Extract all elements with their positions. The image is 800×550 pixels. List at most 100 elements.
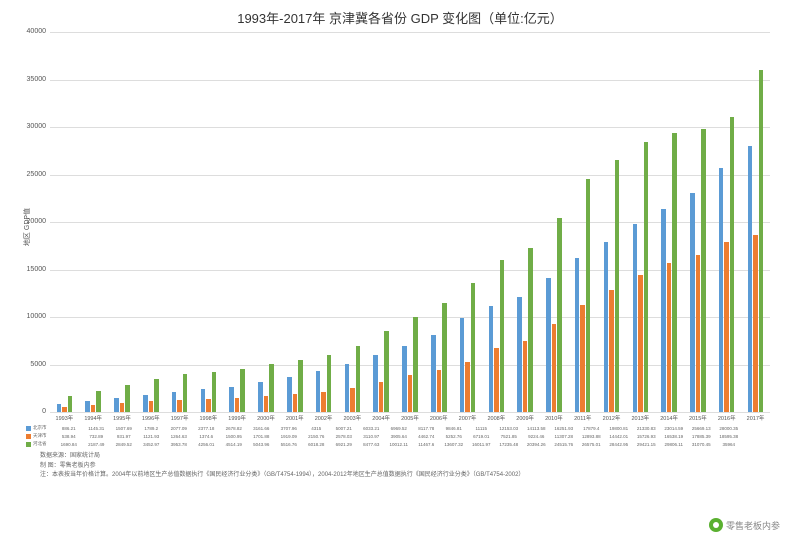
bar <box>154 379 159 412</box>
bar <box>431 335 436 412</box>
table-cell: 1500.95 <box>220 434 248 439</box>
x-tick-label: 2002年 <box>309 414 338 422</box>
bar <box>114 398 119 412</box>
table-cell: 23014.59 <box>660 426 688 431</box>
table-cell: 2678.82 <box>220 426 248 431</box>
data-table: 北京市886.211145.311507.691789.22077.092377… <box>26 424 770 448</box>
bar <box>442 303 447 412</box>
x-tick-label: 2013年 <box>626 414 655 422</box>
table-cell: 6969.52 <box>385 426 413 431</box>
year-group: 2009年 <box>511 32 540 412</box>
bar <box>206 399 211 412</box>
table-cell: 8477.63 <box>358 442 386 447</box>
table-cell: 21330.83 <box>633 426 661 431</box>
x-tick-label: 2007年 <box>453 414 482 422</box>
year-group: 2002年 <box>309 32 338 412</box>
table-cell: 5516.76 <box>275 442 303 447</box>
table-cell: 17879.4 <box>578 426 606 431</box>
table-cell: 538.94 <box>55 434 83 439</box>
bar <box>91 405 96 412</box>
bar <box>120 403 125 412</box>
year-group: 2004年 <box>367 32 396 412</box>
year-group: 1999年 <box>223 32 252 412</box>
table-cell: 4315 <box>303 426 331 431</box>
table-cell: 11467.6 <box>413 442 441 447</box>
y-axis-label: 地区 GDP值 <box>22 208 32 246</box>
bar <box>264 396 269 412</box>
year-group: 1998年 <box>194 32 223 412</box>
x-tick-label: 1993年 <box>50 414 79 422</box>
year-group: 2010年 <box>540 32 569 412</box>
x-tick-label: 2009年 <box>511 414 540 422</box>
bar <box>437 370 442 412</box>
watermark-text: 零售老板内参 <box>726 519 780 532</box>
bar <box>748 146 753 412</box>
table-cell: 4256.01 <box>193 442 221 447</box>
x-tick-label: 2005年 <box>396 414 425 422</box>
table-cell: 18595.38 <box>715 434 743 439</box>
year-group: 2003年 <box>338 32 367 412</box>
bar <box>724 242 729 412</box>
table-cell: 12893.88 <box>578 434 606 439</box>
table-cell: 19800.81 <box>605 426 633 431</box>
bar <box>471 283 476 412</box>
bar <box>85 401 90 412</box>
bar <box>235 398 240 412</box>
year-group: 2011年 <box>568 32 597 412</box>
bar <box>172 392 177 412</box>
year-group: 2012年 <box>597 32 626 412</box>
year-group: 2005年 <box>396 32 425 412</box>
bar <box>690 193 695 412</box>
year-group: 1996年 <box>136 32 165 412</box>
bar <box>759 70 764 412</box>
table-cell: 29806.11 <box>660 442 688 447</box>
bar <box>287 377 292 412</box>
legend-swatch <box>26 434 31 439</box>
table-cell: 886.21 <box>55 426 83 431</box>
bar <box>609 290 614 412</box>
table-cell: 10012.11 <box>385 442 413 447</box>
bar <box>500 260 505 412</box>
year-group: 2016年 <box>712 32 741 412</box>
bar <box>523 341 528 412</box>
table-cell: 25669.13 <box>688 426 716 431</box>
table-cell: 6921.29 <box>330 442 358 447</box>
plot-area: 地区 GDP值 05000100001500020000250003000035… <box>50 32 770 412</box>
table-cell: 28000.35 <box>715 426 743 431</box>
table-cell: 20394.26 <box>523 442 551 447</box>
table-cell: 732.89 <box>83 434 111 439</box>
bar <box>413 317 418 412</box>
bar <box>489 306 494 412</box>
bar <box>321 392 326 412</box>
bar <box>696 255 701 412</box>
year-group: 2006年 <box>424 32 453 412</box>
table-cell: 16538.19 <box>660 434 688 439</box>
bar <box>701 129 706 412</box>
bar <box>552 324 557 412</box>
bar <box>240 369 245 412</box>
bar <box>149 401 154 412</box>
table-cell: 931.97 <box>110 434 138 439</box>
table-cell: 3161.66 <box>248 426 276 431</box>
year-group: 2013年 <box>626 32 655 412</box>
x-tick-label: 2014年 <box>655 414 684 422</box>
table-cell: 9846.81 <box>440 426 468 431</box>
legend-swatch <box>26 426 31 431</box>
bar <box>402 346 407 412</box>
table-cell: 2077.09 <box>165 426 193 431</box>
table-cell: 17885.39 <box>688 434 716 439</box>
table-cell: 2578.03 <box>330 434 358 439</box>
table-row: 河北省1690.842187.492849.523452.973953.7842… <box>26 440 770 448</box>
x-tick-label: 2010年 <box>540 414 569 422</box>
table-cell: 11307.28 <box>550 434 578 439</box>
series-name: 天津市 <box>33 433 55 439</box>
table-row: 北京市886.211145.311507.691789.22077.092377… <box>26 424 770 432</box>
bar <box>604 242 609 412</box>
table-cell: 4462.74 <box>413 434 441 439</box>
table-cell: 1374.6 <box>193 434 221 439</box>
table-cell: 2377.18 <box>193 426 221 431</box>
bar <box>350 388 355 412</box>
x-tick-label: 2017年 <box>741 414 770 422</box>
year-group: 2014年 <box>655 32 684 412</box>
footnote-source: 数据来源：国家统计局 <box>40 452 770 462</box>
